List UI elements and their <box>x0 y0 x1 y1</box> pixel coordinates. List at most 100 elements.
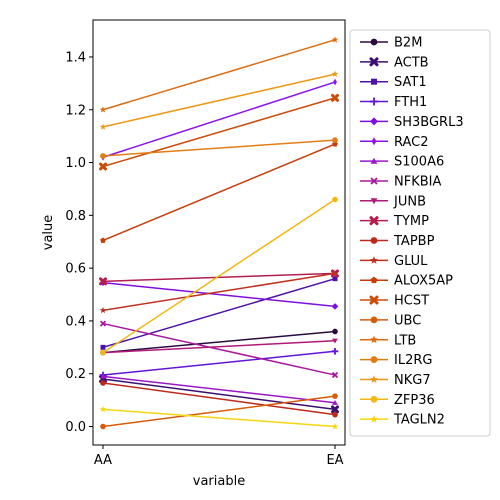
legend-label: TYMP <box>393 214 429 229</box>
legend-marker <box>370 198 378 205</box>
y-tick-label: 1.2 <box>65 103 86 118</box>
legend-item-il2rg: IL2RG <box>360 353 432 368</box>
data-point <box>99 320 107 327</box>
legend-label: HCST <box>394 294 429 309</box>
legend-marker <box>370 335 378 344</box>
legend-marker <box>370 276 378 284</box>
legend-label: JUNB <box>393 194 426 209</box>
legend-label: UBC <box>394 313 421 328</box>
y-tick-label: 1.4 <box>65 50 86 65</box>
series-ltb <box>99 36 339 113</box>
x-axis-label: variable <box>193 474 245 489</box>
legend-marker <box>370 97 378 106</box>
legend-item-glul: GLUL <box>360 254 428 269</box>
series-line <box>102 322 336 376</box>
data-point <box>332 328 338 335</box>
legend: B2M ACTB SAT1 FTH1 SH3BGRL3 RAC2 S100A6 NFKBIA J… <box>349 29 491 437</box>
legend-item-nfkbia: NFKBIA <box>360 174 441 189</box>
legend-item-actb: ACTB <box>360 55 429 70</box>
legend-marker <box>370 356 378 363</box>
series-nkg7 <box>99 70 339 130</box>
legend-item-tapbp: TAPBP <box>360 234 435 249</box>
data-point <box>99 405 107 413</box>
series-nfkbia <box>99 320 339 379</box>
legend-item-nkg7: NKG7 <box>360 373 431 388</box>
legend-marker <box>370 256 378 264</box>
series-line <box>102 395 336 428</box>
data-point <box>333 78 337 86</box>
data-point <box>332 338 338 344</box>
legend-label: GLUL <box>394 254 428 269</box>
data-point <box>332 196 338 203</box>
legend-item-sh3bgrl3: SH3BGRL3 <box>360 115 464 130</box>
data-point <box>332 137 338 143</box>
data-point <box>100 153 106 159</box>
data-point <box>331 423 339 430</box>
legend-label: TAPBP <box>393 234 435 249</box>
series-line <box>102 339 336 354</box>
legend-item-hcst: HCST <box>360 294 429 309</box>
legend-marker <box>370 375 378 383</box>
data-point <box>99 106 107 113</box>
series-glul <box>99 269 339 314</box>
plot-area <box>99 36 339 430</box>
legend-item-ltb: LTB <box>360 333 416 348</box>
data-point <box>331 36 339 43</box>
axes-frame <box>92 19 346 446</box>
legend-marker <box>370 157 378 164</box>
data-point <box>331 269 339 277</box>
legend-label: B2M <box>394 36 422 51</box>
legend-marker <box>371 137 377 146</box>
data-point <box>331 93 339 102</box>
legend-marker <box>370 38 378 46</box>
series-line <box>102 330 336 354</box>
data-point <box>332 411 338 418</box>
legend-item-tagln2: TAGLN2 <box>360 413 445 428</box>
legend-item-sat1: SAT1 <box>360 75 427 90</box>
data-point <box>99 306 107 314</box>
x-tick-label: AA <box>94 453 112 468</box>
legend-item-zfp36: ZFP36 <box>360 393 435 408</box>
data-point <box>100 237 106 243</box>
y-tick-label: 0.4 <box>65 314 86 329</box>
series-hcst <box>99 93 339 171</box>
series-line <box>102 350 336 376</box>
legend-label: FTH1 <box>394 95 427 110</box>
series-line <box>102 97 336 168</box>
series-line <box>102 272 336 283</box>
series-line <box>102 39 336 111</box>
y-tick-label: 0.8 <box>65 209 86 224</box>
legend-label: SH3BGRL3 <box>394 115 464 130</box>
series-s100a6 <box>100 373 338 405</box>
legend-item-b2m: B2M <box>360 36 422 51</box>
series-line <box>102 378 336 411</box>
legend-marker <box>370 177 378 185</box>
series-tapbp <box>100 380 338 418</box>
data-point <box>100 344 106 350</box>
series-ubc <box>100 393 338 430</box>
series-line <box>102 375 336 404</box>
legend-item-ubc: UBC <box>360 313 421 328</box>
series-il2rg <box>100 137 338 159</box>
y-tick-label: 0.0 <box>65 420 86 435</box>
legend-box <box>349 29 491 437</box>
series-line <box>102 81 336 158</box>
legend-marker <box>370 117 378 126</box>
data-point <box>332 276 338 282</box>
data-point <box>99 162 107 171</box>
series-line <box>102 198 336 354</box>
data-point <box>100 423 106 430</box>
data-point <box>331 70 339 77</box>
data-point <box>99 277 107 286</box>
legend-item-fth1: FTH1 <box>360 95 427 110</box>
series-line <box>102 73 336 128</box>
legend-marker <box>370 414 378 423</box>
series-sat1 <box>100 276 338 350</box>
legend-label: ZFP36 <box>394 393 435 408</box>
y-axis-label: value <box>41 215 56 251</box>
data-point <box>331 303 339 310</box>
x-tick-label: EA <box>326 453 343 468</box>
data-point <box>100 373 106 379</box>
legend-label: SAT1 <box>394 75 427 90</box>
